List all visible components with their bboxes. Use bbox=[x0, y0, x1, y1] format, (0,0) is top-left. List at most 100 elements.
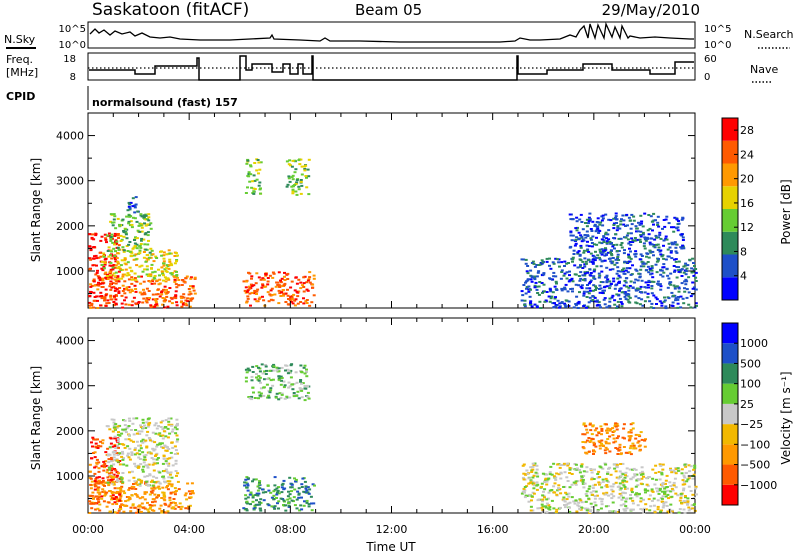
range-cell bbox=[279, 497, 283, 500]
range-cell bbox=[669, 250, 673, 252]
range-cell bbox=[128, 291, 132, 294]
range-cell bbox=[289, 486, 293, 489]
range-cell bbox=[293, 171, 297, 174]
x-tick-label: 12:00 bbox=[376, 523, 408, 536]
range-cell bbox=[679, 492, 683, 495]
range-cell bbox=[657, 471, 661, 473]
range-cell bbox=[670, 226, 673, 229]
range-cell bbox=[636, 279, 640, 282]
range-cell bbox=[284, 301, 288, 303]
range-cell bbox=[551, 302, 555, 305]
range-cell bbox=[595, 243, 599, 246]
range-cell bbox=[104, 288, 108, 291]
range-cell bbox=[110, 274, 114, 277]
range-cell bbox=[242, 280, 246, 283]
range-cell bbox=[155, 458, 159, 461]
range-cell bbox=[146, 231, 150, 234]
range-cell bbox=[622, 423, 626, 426]
range-cell bbox=[556, 489, 560, 492]
range-cell bbox=[666, 493, 670, 496]
range-cell bbox=[134, 493, 138, 496]
range-cell bbox=[563, 471, 567, 474]
range-cell bbox=[147, 290, 151, 292]
range-cell bbox=[280, 277, 284, 280]
range-cell bbox=[128, 266, 132, 269]
range-cell bbox=[290, 483, 294, 486]
range-cell bbox=[685, 270, 688, 273]
range-cell bbox=[662, 219, 666, 221]
range-cell bbox=[634, 289, 638, 292]
y-tick-label: 1000 bbox=[56, 470, 84, 483]
range-cell bbox=[154, 453, 158, 456]
range-cell bbox=[552, 475, 556, 478]
range-cell bbox=[110, 221, 114, 224]
range-cell bbox=[577, 300, 581, 303]
range-cell bbox=[540, 259, 544, 262]
range-cell bbox=[117, 265, 121, 268]
range-cell bbox=[95, 480, 99, 483]
range-cell bbox=[269, 298, 273, 301]
range-cell bbox=[133, 211, 137, 214]
range-cell bbox=[119, 489, 123, 492]
range-cell bbox=[153, 298, 157, 301]
range-cell bbox=[601, 281, 605, 284]
range-cell bbox=[153, 487, 157, 490]
range-cell bbox=[92, 280, 96, 283]
range-cell bbox=[648, 281, 652, 283]
range-cell bbox=[300, 486, 304, 488]
range-cell bbox=[622, 284, 626, 287]
range-cell bbox=[613, 263, 617, 266]
range-cell bbox=[100, 297, 104, 300]
range-cell bbox=[127, 417, 131, 420]
range-cell bbox=[257, 397, 260, 400]
range-cell bbox=[612, 237, 616, 239]
range-cell bbox=[251, 494, 255, 497]
range-cell bbox=[146, 254, 150, 257]
velocity-scatter-region bbox=[244, 363, 311, 402]
range-cell bbox=[634, 485, 638, 488]
range-cell bbox=[170, 476, 174, 479]
range-cell bbox=[670, 510, 674, 513]
range-cell bbox=[149, 256, 153, 259]
range-cell bbox=[136, 210, 140, 213]
range-cell bbox=[118, 491, 122, 494]
range-cell bbox=[148, 297, 151, 299]
range-cell bbox=[584, 262, 588, 265]
range-cell bbox=[565, 271, 569, 274]
range-cell bbox=[151, 440, 155, 443]
range-cell bbox=[137, 301, 141, 304]
range-cell bbox=[121, 268, 125, 271]
range-cell bbox=[533, 275, 537, 278]
range-cell bbox=[661, 483, 665, 486]
range-cell bbox=[145, 475, 149, 478]
range-cell bbox=[248, 287, 252, 290]
range-cell bbox=[563, 260, 567, 263]
range-cell bbox=[270, 496, 274, 499]
range-cell bbox=[287, 370, 291, 373]
range-cell bbox=[625, 480, 629, 483]
range-cell bbox=[623, 249, 626, 252]
range-cell bbox=[595, 265, 599, 268]
range-cell bbox=[582, 447, 586, 450]
range-cell bbox=[614, 470, 618, 473]
range-cell bbox=[606, 278, 610, 281]
range-cell bbox=[650, 280, 654, 283]
range-cell bbox=[141, 468, 145, 471]
range-cell bbox=[520, 290, 524, 293]
range-cell bbox=[665, 267, 669, 270]
range-cell bbox=[585, 296, 589, 298]
range-cell bbox=[627, 435, 631, 438]
range-cell bbox=[622, 427, 626, 430]
range-cell bbox=[629, 232, 633, 235]
range-cell bbox=[521, 476, 525, 479]
range-cell bbox=[112, 453, 116, 456]
range-cell bbox=[302, 504, 306, 507]
range-cell bbox=[550, 489, 554, 491]
range-cell bbox=[624, 487, 627, 490]
range-cell bbox=[602, 235, 606, 238]
range-cell bbox=[660, 509, 663, 512]
range-cell bbox=[279, 396, 283, 399]
range-cell bbox=[158, 295, 162, 298]
range-cell bbox=[540, 506, 544, 509]
range-cell bbox=[660, 302, 664, 305]
